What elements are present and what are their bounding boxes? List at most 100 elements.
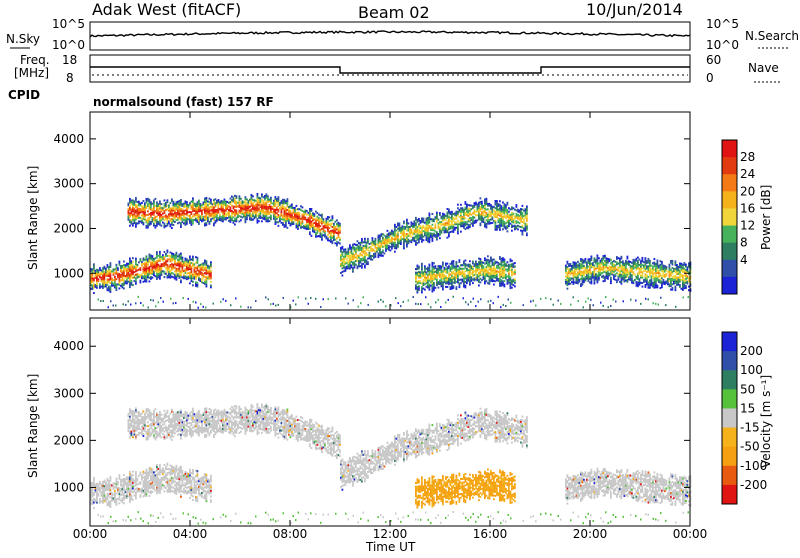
power-cell [228,213,230,215]
power-cell [159,251,161,253]
power-cell [180,199,182,201]
power-cell [197,212,199,214]
power-cell [363,248,365,250]
power-cell [93,265,95,267]
power-cell [507,227,509,229]
power-cell [591,257,593,259]
power-cell [153,203,155,205]
power-cell [447,263,449,265]
power-cell [421,263,423,265]
power-cell [198,275,200,277]
power-cell [364,257,366,259]
power-cell [400,241,402,243]
power-cell [114,276,116,278]
power-cell [236,219,238,221]
power-cell [514,278,516,280]
power-cell [672,272,674,274]
power-cell [236,195,238,197]
power-cell [669,264,671,266]
power-cell [367,240,369,242]
power-cell [146,279,148,281]
power-cell [496,274,498,276]
power-cell [526,207,528,209]
power-cell [429,216,431,218]
power-cell [240,198,242,200]
power-cell [598,279,600,281]
power-cell [657,286,659,288]
power-cell [459,261,461,263]
power-cell [132,261,134,263]
power-cell [439,234,441,236]
power-cell [465,201,467,203]
power-cell [357,244,359,246]
power-cell [675,275,677,277]
power-cell [116,264,118,266]
power-cell [197,262,199,264]
power-cell [164,251,166,253]
power-cell [457,213,459,215]
power-cell [382,255,384,257]
power-cell [309,212,311,214]
power-cell [287,200,289,202]
power-cell [278,200,280,202]
power-cell [159,200,161,202]
power-cell [332,219,334,221]
power-cell [483,219,485,221]
power-cell [418,266,420,268]
power-cell [123,287,125,289]
power-cell [486,226,488,228]
power-cell [167,199,169,201]
power-cell [639,259,641,261]
power-cell [453,260,455,262]
power-cell [526,220,528,222]
power-cell [637,262,639,264]
power-cell [215,198,217,200]
power-cell [135,259,137,261]
power-cell [679,286,681,288]
power-cell [197,285,199,287]
station-title: Adak West (fitACF) [92,0,241,19]
power-cell [433,262,435,264]
power-cell [129,225,131,227]
power-cell [349,244,351,246]
power-cell [381,235,383,237]
power-cell [141,274,143,276]
power-cell [457,227,459,229]
power-cell [436,277,438,279]
power-cell [188,206,190,208]
power-cell [210,265,212,267]
power-cell [135,197,137,199]
power-cell [176,252,178,254]
power-cell [505,274,507,276]
power-cell [126,279,128,281]
power-cell [493,284,495,286]
power-cell [207,218,209,220]
power-cell [275,210,277,212]
power-cell [366,260,368,262]
power-cell [465,285,467,287]
power-cell [236,220,238,222]
power-cell [522,205,524,207]
power-cell [621,258,623,260]
power-cell [366,252,368,254]
power-cell [436,239,438,241]
power-cell [670,269,672,271]
power-cell [230,221,232,223]
power-cell [675,287,677,289]
power-cell [302,221,304,223]
power-cell [293,223,295,225]
power-cell [367,261,369,263]
power-cell [355,264,357,266]
power-cell [309,219,311,221]
power-cell [291,204,293,206]
power-cell [585,279,587,281]
power-cell [408,242,410,244]
power-cell [478,284,480,286]
power-cell [429,221,431,223]
power-cell [171,227,173,229]
power-cell [649,260,651,262]
power-cell [206,197,208,199]
power-cell [161,267,163,269]
power-cell [507,209,509,211]
power-cell [436,213,438,215]
